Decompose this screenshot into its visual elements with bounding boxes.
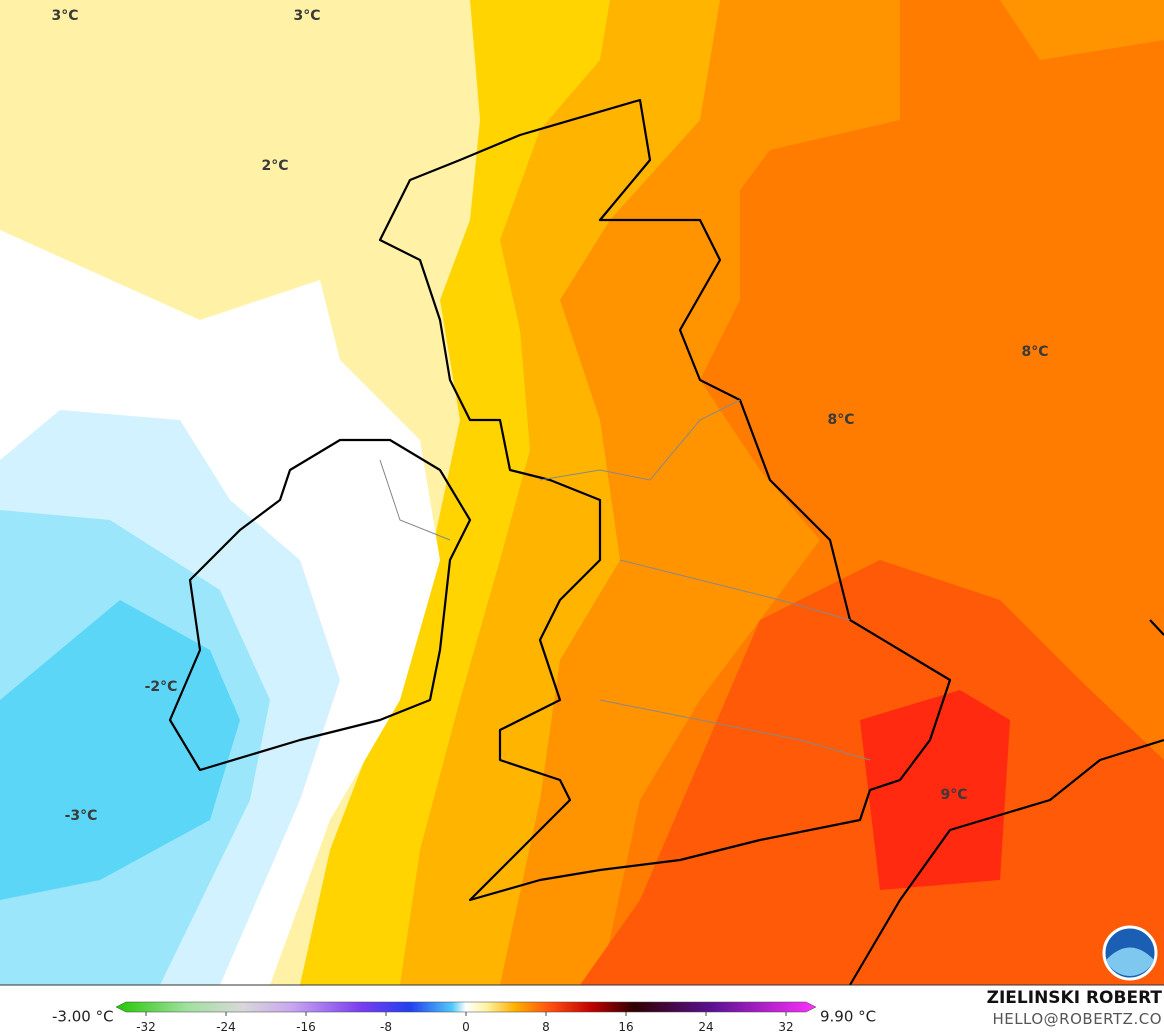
noaa-logo: [1102, 925, 1158, 981]
contour-label: 3°C: [293, 8, 320, 24]
contour-label: -3°C: [65, 808, 98, 824]
credit-name: ZIELINSKI ROBERT: [987, 988, 1163, 1008]
contour-label: 8°C: [1021, 344, 1048, 360]
colorbar-tick-label: 32: [778, 1020, 793, 1034]
colorbar-tick-label: -16: [296, 1020, 316, 1034]
contour-label: 8°C: [827, 412, 854, 428]
colorbar-max: 9.90 °C: [820, 1008, 876, 1026]
great-britain-outline: [378, 98, 952, 902]
colorbar-tick-label: 8: [542, 1020, 550, 1034]
colorbar-min: -3.00 °C: [52, 1008, 114, 1026]
contour-labels: 3°C 3°C 2°C 8°C 8°C -2°C -3°C 9°C: [51, 8, 1048, 824]
colorbar-tick-label: 16: [618, 1020, 633, 1034]
contour-label: 3°C: [51, 8, 78, 24]
continent-coast: [849, 738, 1164, 986]
colorbar-tick-label: 0: [462, 1020, 470, 1034]
contour-label: -2°C: [145, 679, 178, 695]
colorbar-tick-label: -24: [216, 1020, 236, 1034]
colorbar-tick-label: 24: [698, 1020, 713, 1034]
borders: [379, 399, 871, 761]
colorbar: [115, 1001, 817, 1013]
coastlines: [168, 98, 1164, 986]
continent-coast: [1149, 619, 1164, 636]
contour-label: 9°C: [940, 787, 967, 803]
colorbar-tick-label: -8: [380, 1020, 392, 1034]
contour-label: 2°C: [261, 158, 288, 174]
colorbar-tick-label: -32: [136, 1020, 156, 1034]
credit-email: HELLO@ROBERTZ.CO: [992, 1010, 1162, 1028]
ireland-outline: [168, 438, 472, 772]
